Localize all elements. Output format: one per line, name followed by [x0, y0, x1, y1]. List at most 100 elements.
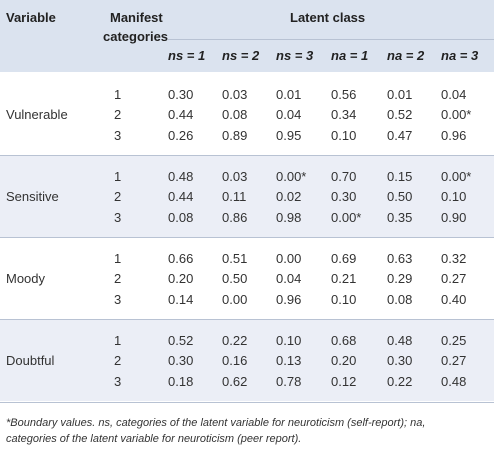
table-cell: 0.96	[276, 292, 302, 307]
table-cell: 0.13	[276, 353, 302, 368]
class-header-6: na = 3	[441, 48, 479, 63]
table-cell: 0.25	[441, 333, 467, 348]
table-cell: 0.70	[331, 169, 357, 184]
table-cell: 0.63	[387, 251, 413, 266]
group-rule	[0, 319, 494, 320]
table-cell: 0.04	[441, 87, 467, 102]
table-cell: 0.01	[276, 87, 302, 102]
footnote-line-2: categories of the latent variable for ne…	[6, 433, 302, 445]
manifest-category: 1	[114, 333, 122, 348]
manifest-category: 2	[114, 271, 122, 286]
table-cell: 0.08	[168, 210, 194, 225]
table-cell: 0.00*	[276, 169, 307, 184]
table-cell: 0.00	[276, 251, 302, 266]
manifest-category: 2	[114, 353, 122, 368]
table-cell: 0.22	[222, 333, 248, 348]
variable-header: Variable	[6, 10, 56, 25]
manifest-header-line1: Manifest	[110, 10, 163, 25]
table-cell: 0.18	[168, 374, 194, 389]
manifest-category: 1	[114, 251, 122, 266]
table-cell: 0.30	[168, 87, 194, 102]
table-cell: 0.04	[276, 107, 302, 122]
table-cell: 0.30	[168, 353, 194, 368]
table-cell: 0.27	[441, 353, 467, 368]
class-header-4: na = 1	[331, 48, 369, 63]
latent-class-header: Latent class	[290, 10, 366, 25]
table-cell: 0.44	[168, 189, 194, 204]
table-cell: 0.29	[387, 271, 413, 286]
table-cell: 0.50	[387, 189, 413, 204]
table-cell: 0.16	[222, 353, 248, 368]
table-cell: 0.03	[222, 87, 248, 102]
table-cell: 0.34	[331, 107, 357, 122]
table-cell: 0.47	[387, 128, 413, 143]
table-cell: 0.44	[168, 107, 194, 122]
table-cell: 0.78	[276, 374, 302, 389]
table-cell: 0.00*	[441, 107, 472, 122]
table-cell: 0.01	[387, 87, 413, 102]
table-cell: 0.10	[276, 333, 302, 348]
table-cell: 0.02	[276, 189, 302, 204]
table-cell: 0.03	[222, 169, 248, 184]
table-cell: 0.95	[276, 128, 302, 143]
table-cell: 0.35	[387, 210, 413, 225]
table-cell: 0.21	[331, 271, 357, 286]
table-cell: 0.56	[331, 87, 357, 102]
table-cell: 0.14	[168, 292, 194, 307]
group-rule	[0, 237, 494, 238]
group-shade	[0, 155, 494, 237]
table-cell: 0.48	[387, 333, 413, 348]
class-header-2: ns = 2	[222, 48, 260, 63]
table-cell: 0.12	[331, 374, 357, 389]
table-cell: 0.96	[441, 128, 467, 143]
manifest-category: 1	[114, 169, 122, 184]
class-header-3: ns = 3	[276, 48, 314, 63]
table-cell: 0.51	[222, 251, 248, 266]
table-cell: 0.04	[276, 271, 302, 286]
class-header-5: na = 2	[387, 48, 425, 63]
table-cell: 0.98	[276, 210, 302, 225]
table-cell: 0.10	[331, 128, 357, 143]
table-cell: 0.27	[441, 271, 467, 286]
table-cell: 0.48	[168, 169, 194, 184]
table-cell: 0.50	[222, 271, 248, 286]
manifest-category: 3	[114, 292, 122, 307]
latent-class-rule	[168, 39, 494, 40]
table-cell: 0.22	[387, 374, 413, 389]
table-cell: 0.40	[441, 292, 467, 307]
table-cell: 0.66	[168, 251, 194, 266]
table-cell: 0.86	[222, 210, 248, 225]
footnote-line-1: *Boundary values. ns, categories of the …	[6, 417, 426, 429]
manifest-category: 3	[114, 210, 122, 225]
variable-name: Doubtful	[6, 353, 55, 368]
class-header-1: ns = 1	[168, 48, 206, 63]
manifest-header-line2: categories	[103, 29, 169, 44]
table-cell: 0.15	[387, 169, 413, 184]
manifest-category: 1	[114, 87, 122, 102]
table-cell: 0.00*	[441, 169, 472, 184]
table-cell: 0.32	[441, 251, 467, 266]
header-background	[0, 0, 494, 72]
variable-name: Sensitive	[6, 189, 59, 204]
variable-name: Moody	[6, 271, 46, 286]
variable-name: Vulnerable	[6, 107, 68, 122]
table-cell: 0.52	[387, 107, 413, 122]
table-cell: 0.30	[387, 353, 413, 368]
table-cell: 0.48	[441, 374, 467, 389]
table-cell: 0.26	[168, 128, 194, 143]
table-cell: 0.62	[222, 374, 248, 389]
table-cell: 0.20	[331, 353, 357, 368]
manifest-category: 3	[114, 374, 122, 389]
group-rule	[0, 155, 494, 156]
table-cell: 0.89	[222, 128, 248, 143]
table-cell: 0.30	[331, 189, 357, 204]
table-cell: 0.20	[168, 271, 194, 286]
table-cell: 0.52	[168, 333, 194, 348]
table-cell: 0.10	[331, 292, 357, 307]
table-cell: 0.90	[441, 210, 467, 225]
table-cell: 0.10	[441, 189, 467, 204]
table-cell: 0.00	[222, 292, 248, 307]
manifest-category: 3	[114, 128, 122, 143]
table-cell: 0.69	[331, 251, 357, 266]
